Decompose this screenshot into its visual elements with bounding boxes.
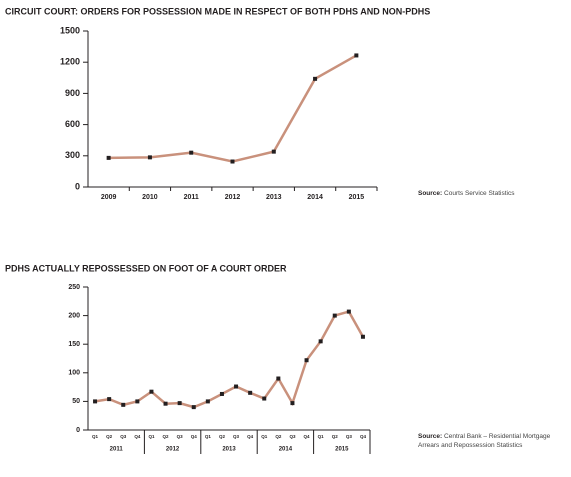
- chart-title: CIRCUIT COURT: ORDERS FOR POSSESSION MAD…: [5, 6, 430, 16]
- point-marker: [230, 159, 235, 164]
- point-marker: [205, 399, 210, 404]
- x-tick-label: Q4: [360, 434, 367, 439]
- group-label: 2011: [110, 447, 124, 453]
- x-tick-label: Q2: [219, 434, 226, 439]
- y-tick-label: 300: [65, 150, 80, 160]
- point-marker: [163, 401, 168, 406]
- chart-title: PDHS ACTUALLY REPOSSESSED ON FOOT OF A C…: [5, 263, 287, 273]
- x-tick-label: 2011: [184, 194, 199, 201]
- y-tick-label: 600: [65, 119, 80, 129]
- x-tick-label: Q2: [332, 434, 339, 439]
- point-marker: [248, 390, 253, 395]
- point-marker: [219, 391, 224, 396]
- x-tick-label: 2015: [349, 194, 365, 201]
- x-tick-label: Q1: [205, 434, 212, 439]
- x-tick-label: Q3: [120, 434, 127, 439]
- x-tick-label: 2013: [266, 194, 282, 201]
- point-marker: [262, 396, 267, 401]
- x-tick-label: Q3: [289, 434, 296, 439]
- x-tick-label: Q3: [177, 434, 184, 439]
- point-marker: [360, 334, 365, 339]
- series-line: [108, 54, 357, 163]
- point-marker: [147, 155, 152, 160]
- point-marker: [106, 155, 111, 160]
- point-marker: [121, 402, 126, 407]
- source-1: Source: Courts Service Statistics: [418, 189, 568, 198]
- point-marker: [313, 76, 318, 81]
- y-tick-label: 150: [68, 341, 80, 348]
- group-label: 2013: [222, 447, 236, 453]
- x-tick-label: Q1: [148, 434, 155, 439]
- x-tick-label: Q4: [134, 434, 141, 439]
- point-marker: [354, 53, 359, 58]
- x-tick-label: Q1: [318, 434, 325, 439]
- x-tick-label: Q2: [275, 434, 282, 439]
- point-marker: [290, 401, 295, 406]
- group-label: 2012: [166, 447, 180, 453]
- source-2: Source: Central Bank – Residential Mortg…: [418, 432, 568, 450]
- group-label: 2014: [279, 447, 293, 453]
- x-tick-label: 2012: [225, 194, 241, 201]
- y-tick-label: 0: [75, 181, 80, 191]
- x-tick-label: 2010: [142, 194, 158, 201]
- point-marker: [276, 376, 281, 381]
- y-tick-label: 900: [65, 88, 80, 98]
- series-line: [94, 310, 365, 409]
- x-tick-label: 2014: [307, 194, 323, 201]
- group-label: 2015: [335, 447, 349, 453]
- x-tick-label: Q4: [304, 434, 311, 439]
- x-tick-label: Q3: [346, 434, 353, 439]
- point-marker: [177, 401, 182, 406]
- y-tick-label: 1500: [60, 25, 80, 35]
- point-marker: [318, 339, 323, 344]
- y-tick-label: 50: [72, 398, 80, 405]
- x-tick-label: Q3: [233, 434, 240, 439]
- point-marker: [93, 399, 98, 404]
- point-marker: [271, 149, 276, 154]
- point-marker: [304, 358, 309, 363]
- x-tick-label: Q4: [247, 434, 254, 439]
- y-tick-label: 0: [76, 427, 80, 434]
- y-tick-label: 1200: [60, 57, 80, 67]
- x-tick-label: Q4: [191, 434, 198, 439]
- point-marker: [191, 405, 196, 410]
- y-tick-label: 100: [68, 370, 80, 377]
- source-label: Source:: [418, 190, 443, 197]
- source-text: Courts Service Statistics: [444, 190, 515, 197]
- source-label: Source:: [418, 433, 443, 440]
- point-marker: [107, 397, 112, 402]
- x-tick-label: Q1: [261, 434, 268, 439]
- x-tick-label: 2009: [101, 194, 117, 201]
- y-tick-label: 250: [68, 284, 80, 291]
- y-tick-label: 200: [68, 312, 80, 319]
- point-marker: [346, 309, 351, 314]
- point-marker: [189, 150, 194, 155]
- point-marker: [332, 313, 337, 318]
- x-tick-label: Q2: [163, 434, 170, 439]
- point-marker: [149, 389, 154, 394]
- x-tick-label: Q1: [92, 434, 99, 439]
- source-text: Central Bank – Residential Mortgage Arre…: [418, 433, 551, 449]
- point-marker: [135, 399, 140, 404]
- point-marker: [234, 384, 239, 389]
- x-tick-label: Q2: [106, 434, 113, 439]
